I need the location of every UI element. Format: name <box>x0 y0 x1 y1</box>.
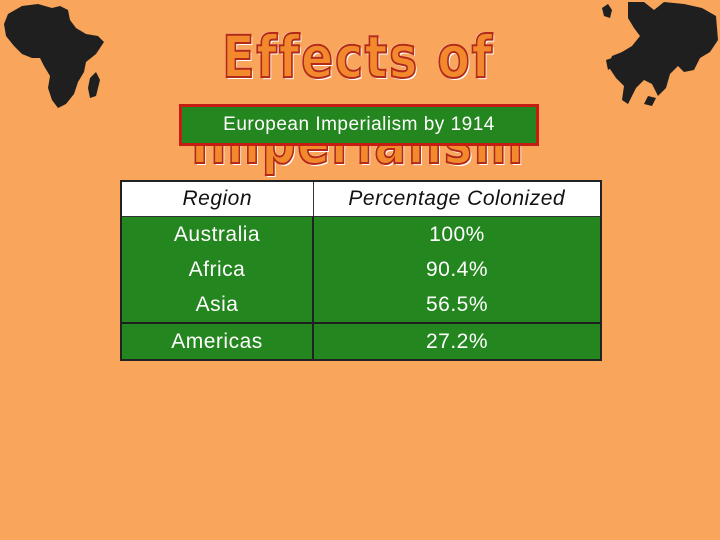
percent-cell: 100% <box>313 216 601 252</box>
percent-cell: 27.2% <box>313 323 601 360</box>
region-cell: Americas <box>121 323 314 360</box>
colonization-table: Region Percentage Colonized Australia 10… <box>120 180 602 361</box>
table-row: Asia 56.5% <box>121 287 601 324</box>
percent-cell: 56.5% <box>313 287 601 324</box>
table-row: Australia 100% <box>121 216 601 252</box>
header-percentage: Percentage Colonized <box>312 180 602 217</box>
europe-map-icon <box>602 2 718 106</box>
table-row: Africa 90.4% <box>121 252 601 287</box>
table-row: Americas 27.2% <box>121 323 601 360</box>
slide-title: Effects of Imperialism <box>190 22 524 178</box>
percent-cell: 90.4% <box>313 252 601 287</box>
subtitle-banner: European Imperialism by 1914 <box>179 104 539 146</box>
table-header-row: Region Percentage Colonized <box>120 180 602 217</box>
region-cell: Australia <box>121 216 314 252</box>
header-region: Region <box>120 180 314 217</box>
region-cell: Asia <box>121 287 314 324</box>
region-cell: Africa <box>121 252 314 287</box>
africa-map-icon <box>4 4 104 108</box>
